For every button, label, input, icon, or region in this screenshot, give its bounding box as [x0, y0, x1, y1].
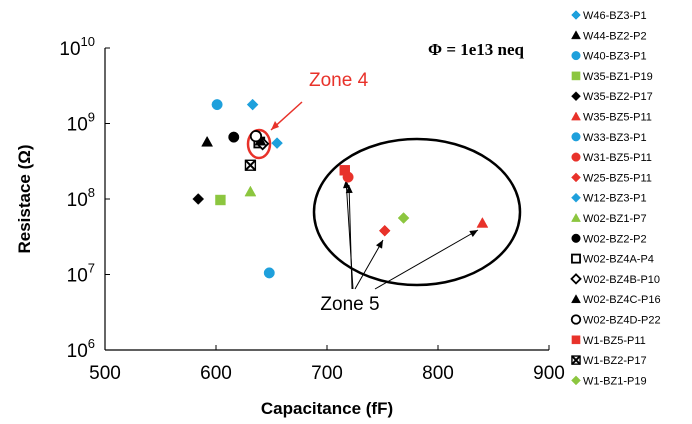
legend-label: W25-BZ5-P11	[583, 172, 652, 184]
legend-marker	[571, 355, 581, 365]
y-axis-title: Resistace (Ω)	[15, 144, 34, 253]
legend-label: W35-BZ5-P11	[583, 112, 652, 124]
zone-4-arrowhead	[271, 121, 279, 130]
legend-marker	[571, 233, 581, 243]
legend-marker	[571, 10, 581, 20]
legend-marker	[571, 212, 581, 222]
data-point	[244, 185, 257, 197]
legend-label: W40-BZ3-P1	[583, 51, 647, 63]
legend-label: W1-BZ1-P19	[583, 375, 647, 387]
legend-item: W46-BZ3-P1	[571, 10, 647, 22]
legend-label: W02-BZ4A-P4	[583, 254, 654, 266]
legend-marker	[571, 51, 581, 61]
zone-4-circle	[246, 128, 272, 160]
data-point	[263, 267, 275, 279]
legend-marker	[571, 91, 581, 102]
zone-5-arrow	[374, 229, 479, 290]
data-point	[249, 130, 263, 143]
legend-marker	[571, 30, 581, 40]
legend-item: W02-BZ4A-P4	[571, 253, 654, 266]
legend-label: W44-BZ2-P2	[583, 30, 647, 42]
zone-5-ellipse	[312, 137, 522, 287]
legend-item: W02-BZ2-P2	[571, 233, 647, 245]
legend-item: W02-BZ1-P7	[571, 212, 647, 225]
fluence-annotation: Φ = 1e13 neq	[428, 40, 525, 59]
legend-label: W02-BZ2-P2	[583, 233, 647, 245]
legend-label: W46-BZ3-P1	[583, 10, 647, 22]
legend-item: W31-BZ5-P11	[571, 152, 652, 164]
data-point	[201, 135, 214, 147]
data-point	[476, 217, 489, 228]
legend-item: W35-BZ5-P11	[571, 111, 652, 124]
legend-item: W35-BZ2-P17	[571, 91, 653, 103]
y-tick-label: 108	[67, 185, 95, 211]
x-tick-label: 600	[200, 363, 232, 384]
legend-marker	[571, 253, 581, 264]
data-point	[228, 131, 240, 143]
legend-item: W02-BZ4C-P16	[571, 294, 661, 306]
legend-label: W31-BZ5-P11	[583, 152, 652, 164]
zone-5-arrowhead	[343, 180, 351, 189]
data-point	[397, 212, 410, 224]
zone-5-arrowhead	[469, 230, 478, 238]
legend-label: W02-BZ4B-P10	[583, 274, 660, 286]
zone-4-label: Zone 4	[309, 70, 369, 91]
legend-item: W12-BZ3-P1	[571, 192, 647, 205]
legend-label: W02-BZ1-P7	[583, 213, 647, 225]
legend-item: W02-BZ4B-P10	[570, 273, 660, 286]
data-point	[211, 99, 223, 111]
y-tick-label: 109	[67, 110, 95, 136]
data-point	[244, 159, 257, 171]
x-tick-label: 700	[311, 363, 343, 384]
legend-item: W1-BZ5-P11	[571, 335, 646, 347]
data-point	[339, 165, 350, 176]
legend-label: W33-BZ3-P1	[583, 132, 647, 144]
legend-marker	[571, 132, 581, 142]
legend-label: W1-BZ2-P17	[583, 355, 647, 367]
legend-item: W33-BZ3-P1	[571, 132, 647, 144]
legend-label: W1-BZ5-P11	[583, 335, 646, 347]
legend-item: W1-BZ1-P19	[571, 375, 647, 387]
legend-marker	[571, 294, 581, 304]
legend-marker	[570, 273, 582, 285]
legend-label: W12-BZ3-P1	[583, 193, 647, 205]
legend-label: W35-BZ2-P17	[583, 91, 653, 103]
zone-5-arrowhead	[345, 185, 353, 194]
legend-marker	[571, 152, 581, 162]
legend-label: W02-BZ4D-P22	[583, 315, 661, 327]
x-axis-title: Capacitance (fF)	[261, 399, 393, 418]
legend-item: W25-BZ5-P11	[571, 172, 652, 184]
data-point	[246, 98, 259, 111]
legend-marker	[571, 375, 581, 386]
zone-5-arrow	[354, 239, 384, 290]
legend-marker	[571, 172, 581, 183]
zone-5-arrow	[348, 184, 353, 290]
y-tick-label: 106	[67, 336, 95, 362]
data-point	[271, 137, 283, 149]
y-tick-label: 1010	[59, 34, 95, 60]
legend-marker	[571, 192, 581, 203]
legend-label: W35-BZ1-P19	[583, 71, 653, 83]
legend-item: W44-BZ2-P2	[571, 30, 647, 42]
y-tick-label: 107	[67, 261, 95, 287]
zone-5-label: Zone 5	[320, 294, 379, 315]
legend-item: W1-BZ2-P17	[571, 355, 647, 367]
legend-label: W02-BZ4C-P16	[583, 294, 661, 306]
legend-marker	[571, 111, 581, 121]
x-tick-label: 800	[422, 363, 454, 384]
legend-item: W02-BZ4D-P22	[570, 314, 661, 327]
legend-item: W40-BZ3-P1	[571, 51, 647, 63]
data-point	[215, 194, 226, 206]
x-tick-label: 500	[89, 363, 121, 384]
legend-marker	[571, 335, 581, 345]
zone-5-arrowhead	[375, 240, 383, 249]
data-point	[378, 224, 391, 237]
x-tick-label: 900	[533, 363, 565, 384]
legend-marker	[571, 71, 581, 81]
data-point	[192, 193, 205, 205]
legend-item: W35-BZ1-P19	[571, 71, 653, 83]
legend-marker	[570, 314, 582, 325]
